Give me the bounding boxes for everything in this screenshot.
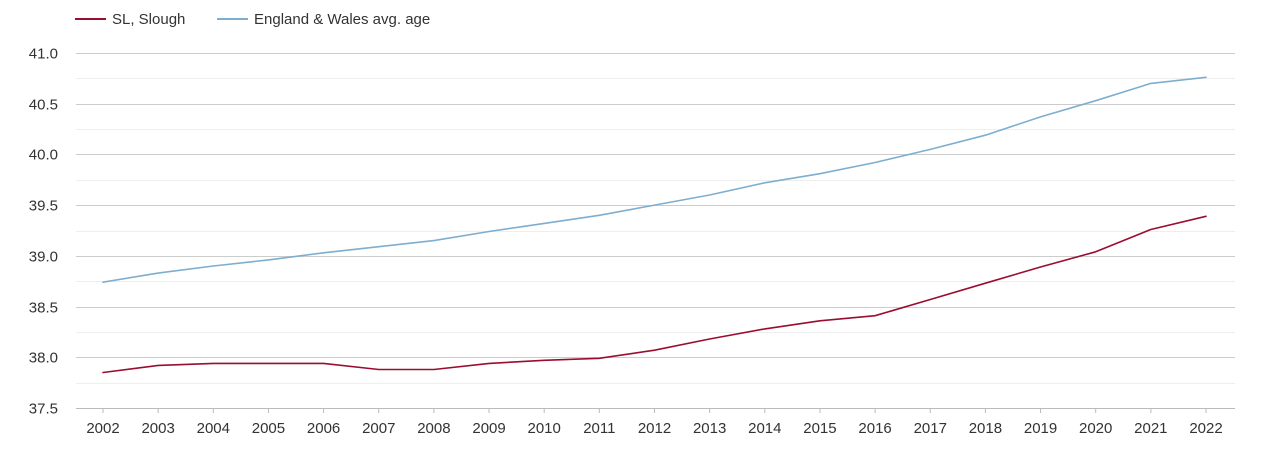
x-tick-label: 2020	[1079, 420, 1112, 437]
x-tick-label: 2011	[583, 420, 615, 437]
plot-area	[102, 76, 1207, 374]
legend-item-england-wales[interactable]: England & Wales avg. age	[217, 11, 430, 28]
x-tick-label: 2003	[141, 420, 174, 437]
y-tick-label: 39.0	[29, 249, 58, 266]
y-tick-label: 37.5	[29, 401, 58, 418]
legend-label-england-wales: England & Wales avg. age	[254, 11, 430, 28]
x-tick-label: 2012	[638, 420, 671, 437]
y-tick-label: 39.5	[29, 198, 58, 215]
y-tick-label: 41.0	[29, 46, 58, 63]
x-tick-label: 2004	[197, 420, 230, 437]
y-tick-label: 40.0	[29, 147, 58, 164]
y-tick-label: 38.0	[29, 350, 58, 367]
x-tick-label: 2010	[528, 420, 561, 437]
legend: SL, Slough England & Wales avg. age	[75, 11, 430, 28]
series-line-slough[interactable]	[102, 215, 1207, 374]
legend-label-slough: SL, Slough	[112, 11, 185, 28]
x-tick-label: 2009	[472, 420, 505, 437]
y-axis: 37.5 38.0 38.5 39.0 39.5 40.0 40.5 41.0	[29, 46, 58, 418]
x-tick-label: 2021	[1134, 420, 1167, 437]
x-axis: 2002 2003 2004 2005 2006 2007 2008 2009 2010 2011…	[86, 408, 1223, 437]
x-tick-label: 2022	[1189, 420, 1222, 437]
gridlines	[76, 53, 1235, 409]
x-tick-label: 2005	[252, 420, 285, 437]
x-tick-label: 2016	[858, 420, 891, 437]
x-tick-label: 2014	[748, 420, 781, 437]
y-tick-label: 40.5	[29, 97, 58, 114]
x-tick-label: 2017	[914, 420, 947, 437]
x-tick-label: 2013	[693, 420, 726, 437]
x-tick-label: 2019	[1024, 420, 1057, 437]
y-tick-label: 38.5	[29, 300, 58, 317]
series-line-england-wales[interactable]	[102, 76, 1207, 284]
legend-item-slough[interactable]: SL, Slough	[75, 11, 185, 28]
x-tick-label: 2008	[417, 420, 450, 437]
x-tick-label: 2007	[362, 420, 395, 437]
x-tick-label: 2018	[969, 420, 1002, 437]
x-tick-label: 2015	[803, 420, 836, 437]
x-tick-label: 2002	[86, 420, 119, 437]
x-tick-label: 2006	[307, 420, 340, 437]
